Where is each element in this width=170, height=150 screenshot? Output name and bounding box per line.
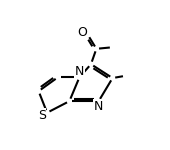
Text: N: N [94,100,103,113]
Text: O: O [78,26,87,39]
Text: S: S [38,108,46,122]
Text: N: N [75,65,84,78]
